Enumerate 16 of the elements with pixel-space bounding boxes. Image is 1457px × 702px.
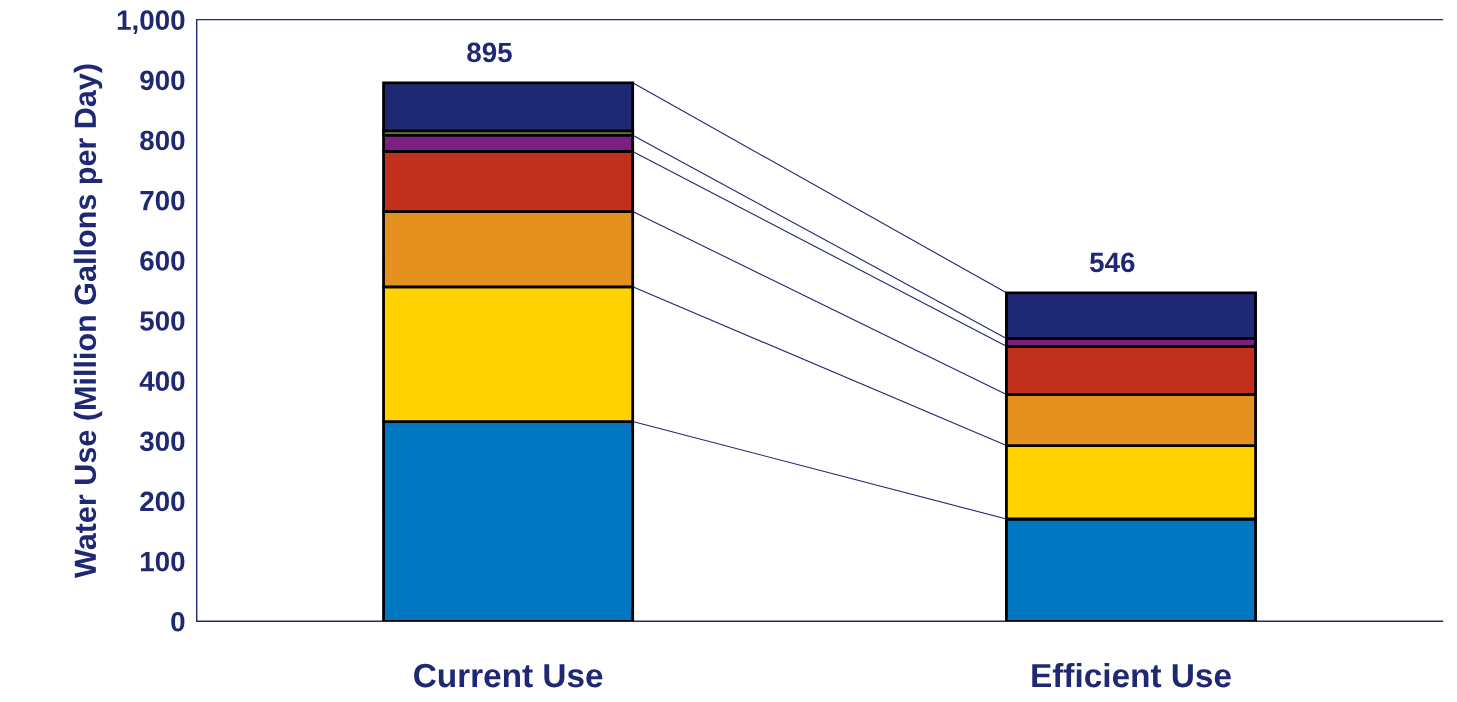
total-label: 895 xyxy=(467,42,512,63)
y-tick-label: 600 xyxy=(140,250,185,271)
x-tick-label: Efficient Use xyxy=(1032,662,1231,688)
y-tick-label: 500 xyxy=(140,311,185,331)
total-label: 546 xyxy=(1089,252,1135,273)
y-tick-label: 700 xyxy=(140,190,185,211)
y-tick-label: 1,000 xyxy=(117,10,185,35)
y-tick-label: 400 xyxy=(139,371,185,391)
y-tick-label: 200 xyxy=(140,491,185,512)
x-tick-label: Current Use xyxy=(414,663,603,688)
y-axis-title: Water Use (Million Gallons per Day) xyxy=(73,64,103,578)
y-tick-label: 300 xyxy=(139,431,185,452)
y-tick-label: 900 xyxy=(140,70,185,91)
y-tick-label: 800 xyxy=(140,130,185,151)
y-tick-label: 100 xyxy=(140,551,185,572)
y-tick-label: 0 xyxy=(171,611,185,632)
